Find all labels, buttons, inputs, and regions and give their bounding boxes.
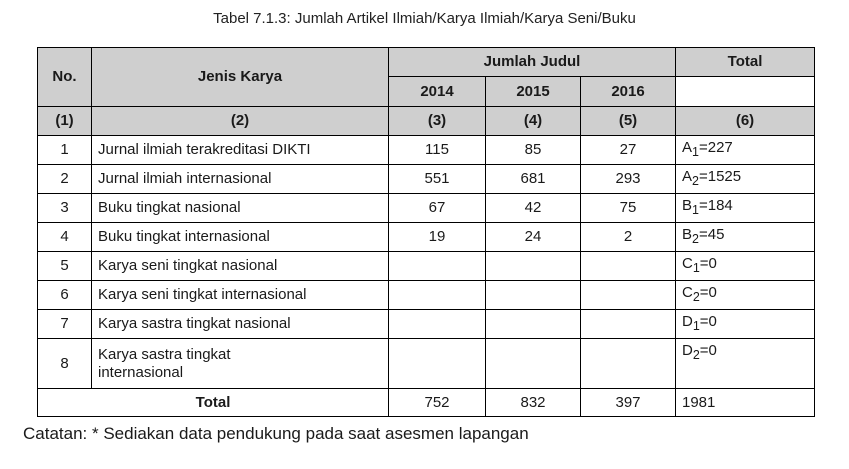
row-2014: 551 — [388, 164, 486, 194]
row-2016: 293 — [580, 164, 676, 194]
table-row: 3 Buku tingkat nasional 67 42 75 B1=184 — [37, 193, 815, 223]
row-2016 — [580, 280, 676, 310]
row-no: 6 — [37, 280, 92, 310]
row-2015 — [485, 280, 581, 310]
row-total: B2=45 — [675, 222, 815, 252]
total-2015: 832 — [485, 388, 581, 417]
row-jenis: Jurnal ilmiah terakreditasi DIKTI — [91, 135, 389, 165]
row-jenis: Jurnal ilmiah internasional — [91, 164, 389, 194]
row-2014 — [388, 338, 486, 389]
row-jenis: Buku tingkat internasional — [91, 222, 389, 252]
header-no: No. — [37, 47, 92, 107]
row-no: 2 — [37, 164, 92, 194]
row-2015: 42 — [485, 193, 581, 223]
table-caption: Tabel 7.1.3: Jumlah Artikel Ilmiah/Karya… — [213, 10, 636, 27]
row-2016: 27 — [580, 135, 676, 165]
colnum-2: (2) — [91, 106, 389, 136]
table-row: 6 Karya seni tingkat internasional C2=0 — [37, 280, 815, 310]
row-total: C1=0 — [675, 251, 815, 281]
table-row: 5 Karya seni tingkat nasional C1=0 — [37, 251, 815, 281]
colnum-3: (3) — [388, 106, 486, 136]
row-jenis: Karya sastra tingkat internasional — [91, 338, 389, 389]
row-no: 1 — [37, 135, 92, 165]
colnum-6: (6) — [675, 106, 815, 136]
table-row: 8 Karya sastra tingkat internasional D2=… — [37, 338, 815, 389]
header-year-2016: 2016 — [580, 76, 676, 107]
row-2016: 2 — [580, 222, 676, 252]
row-2014: 19 — [388, 222, 486, 252]
row-no: 4 — [37, 222, 92, 252]
header-total: Total — [675, 47, 815, 77]
row-jenis-line1: Karya sastra tingkat — [98, 345, 231, 363]
karya-table: No. Jenis Karya Jumlah Judul Total 2014 … — [37, 47, 815, 417]
row-jenis: Karya seni tingkat internasional — [91, 280, 389, 310]
table-row: 2 Jurnal ilmiah internasional 551 681 29… — [37, 164, 815, 194]
row-jenis: Buku tingkat nasional — [91, 193, 389, 223]
total-grand: 1981 — [675, 388, 815, 417]
row-total: D1=0 — [675, 309, 815, 339]
notes-text: Catatan: * Sediakan data pendukung pada … — [23, 424, 529, 443]
row-2016 — [580, 338, 676, 389]
row-2014 — [388, 251, 486, 281]
total-label: Total — [37, 388, 389, 417]
total-2014: 752 — [388, 388, 486, 417]
header-jenis-karya: Jenis Karya — [91, 47, 389, 107]
colnum-5: (5) — [580, 106, 676, 136]
total-row: Total 752 832 397 1981 — [37, 388, 815, 417]
row-no: 8 — [37, 338, 92, 389]
row-2015 — [485, 251, 581, 281]
row-2014: 115 — [388, 135, 486, 165]
row-no: 7 — [37, 309, 92, 339]
row-jenis-line2: internasional — [98, 363, 184, 381]
row-jenis: Karya seni tingkat nasional — [91, 251, 389, 281]
total-2016: 397 — [580, 388, 676, 417]
header-total-blank — [675, 76, 815, 107]
row-2016 — [580, 251, 676, 281]
table-row: 4 Buku tingkat internasional 19 24 2 B2=… — [37, 222, 815, 252]
header-jumlah-judul: Jumlah Judul — [388, 47, 676, 77]
row-2016: 75 — [580, 193, 676, 223]
row-2014 — [388, 309, 486, 339]
row-2015: 681 — [485, 164, 581, 194]
row-total: B1=184 — [675, 193, 815, 223]
row-2015: 24 — [485, 222, 581, 252]
row-total: A2=1525 — [675, 164, 815, 194]
table-row: 7 Karya sastra tingkat nasional D1=0 — [37, 309, 815, 339]
row-2014: 67 — [388, 193, 486, 223]
colnum-4: (4) — [485, 106, 581, 136]
table-row: 1 Jurnal ilmiah terakreditasi DIKTI 115 … — [37, 135, 815, 165]
header-year-2014: 2014 — [388, 76, 486, 107]
row-2015: 85 — [485, 135, 581, 165]
row-2015 — [485, 338, 581, 389]
header-year-2015: 2015 — [485, 76, 581, 107]
row-no: 5 — [37, 251, 92, 281]
colnum-1: (1) — [37, 106, 92, 136]
row-no: 3 — [37, 193, 92, 223]
row-total: D2=0 — [675, 338, 815, 389]
row-total: C2=0 — [675, 280, 815, 310]
row-2014 — [388, 280, 486, 310]
row-jenis: Karya sastra tingkat nasional — [91, 309, 389, 339]
row-2015 — [485, 309, 581, 339]
row-total: A1=227 — [675, 135, 815, 165]
row-2016 — [580, 309, 676, 339]
